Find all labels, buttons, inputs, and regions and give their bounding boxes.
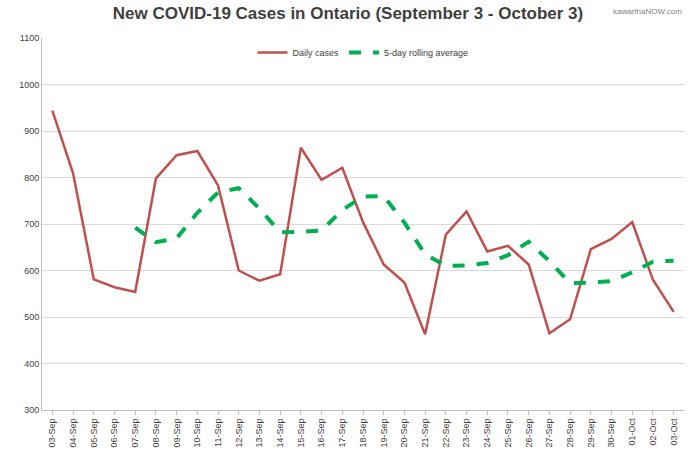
- svg-text:23-Sep: 23-Sep: [461, 419, 471, 448]
- svg-text:06-Sep: 06-Sep: [109, 419, 119, 448]
- svg-text:08-Sep: 08-Sep: [151, 419, 161, 448]
- svg-text:02-Oct: 02-Oct: [648, 418, 658, 446]
- svg-text:14-Sep: 14-Sep: [275, 419, 285, 448]
- svg-text:19-Sep: 19-Sep: [379, 419, 389, 448]
- svg-text:07-Sep: 07-Sep: [130, 419, 140, 448]
- svg-text:17-Sep: 17-Sep: [337, 419, 347, 448]
- svg-text:5-day rolling average: 5-day rolling average: [384, 48, 468, 58]
- svg-text:10-Sep: 10-Sep: [192, 419, 202, 448]
- svg-text:600: 600: [24, 266, 39, 276]
- svg-text:300: 300: [24, 405, 39, 415]
- svg-text:27-Sep: 27-Sep: [544, 419, 554, 448]
- svg-text:25-Sep: 25-Sep: [503, 419, 513, 448]
- svg-text:11-Sep: 11-Sep: [213, 419, 223, 447]
- svg-text:29-Sep: 29-Sep: [586, 419, 596, 448]
- svg-text:400: 400: [24, 359, 39, 369]
- svg-text:05-Sep: 05-Sep: [89, 419, 99, 448]
- svg-text:900: 900: [24, 126, 39, 136]
- svg-text:13-Sep: 13-Sep: [254, 419, 264, 448]
- svg-text:18-Sep: 18-Sep: [358, 419, 368, 448]
- svg-text:28-Sep: 28-Sep: [565, 419, 575, 448]
- svg-text:03-Oct: 03-Oct: [669, 418, 679, 446]
- svg-text:500: 500: [24, 312, 39, 322]
- svg-text:30-Sep: 30-Sep: [606, 419, 616, 448]
- svg-text:kawarthaNOW.com: kawarthaNOW.com: [613, 7, 682, 16]
- svg-text:1000: 1000: [19, 80, 39, 90]
- svg-text:09-Sep: 09-Sep: [172, 419, 182, 448]
- svg-text:22-Sep: 22-Sep: [441, 419, 451, 448]
- svg-text:01-Oct: 01-Oct: [627, 418, 637, 446]
- svg-text:700: 700: [24, 219, 39, 229]
- svg-text:800: 800: [24, 173, 39, 183]
- svg-text:1100: 1100: [20, 33, 39, 43]
- svg-text:12-Sep: 12-Sep: [234, 419, 244, 448]
- svg-text:16-Sep: 16-Sep: [317, 419, 327, 448]
- svg-text:04-Sep: 04-Sep: [68, 419, 78, 448]
- svg-text:03-Sep: 03-Sep: [47, 419, 57, 448]
- svg-text:15-Sep: 15-Sep: [296, 419, 306, 448]
- svg-text:New COVID-19 Cases in Ontario: New COVID-19 Cases in Ontario (September…: [113, 4, 583, 23]
- svg-text:24-Sep: 24-Sep: [482, 419, 492, 448]
- svg-text:26-Sep: 26-Sep: [524, 419, 534, 448]
- svg-text:20-Sep: 20-Sep: [399, 419, 409, 448]
- svg-text:Daily cases: Daily cases: [293, 48, 340, 58]
- svg-text:21-Sep: 21-Sep: [420, 419, 430, 448]
